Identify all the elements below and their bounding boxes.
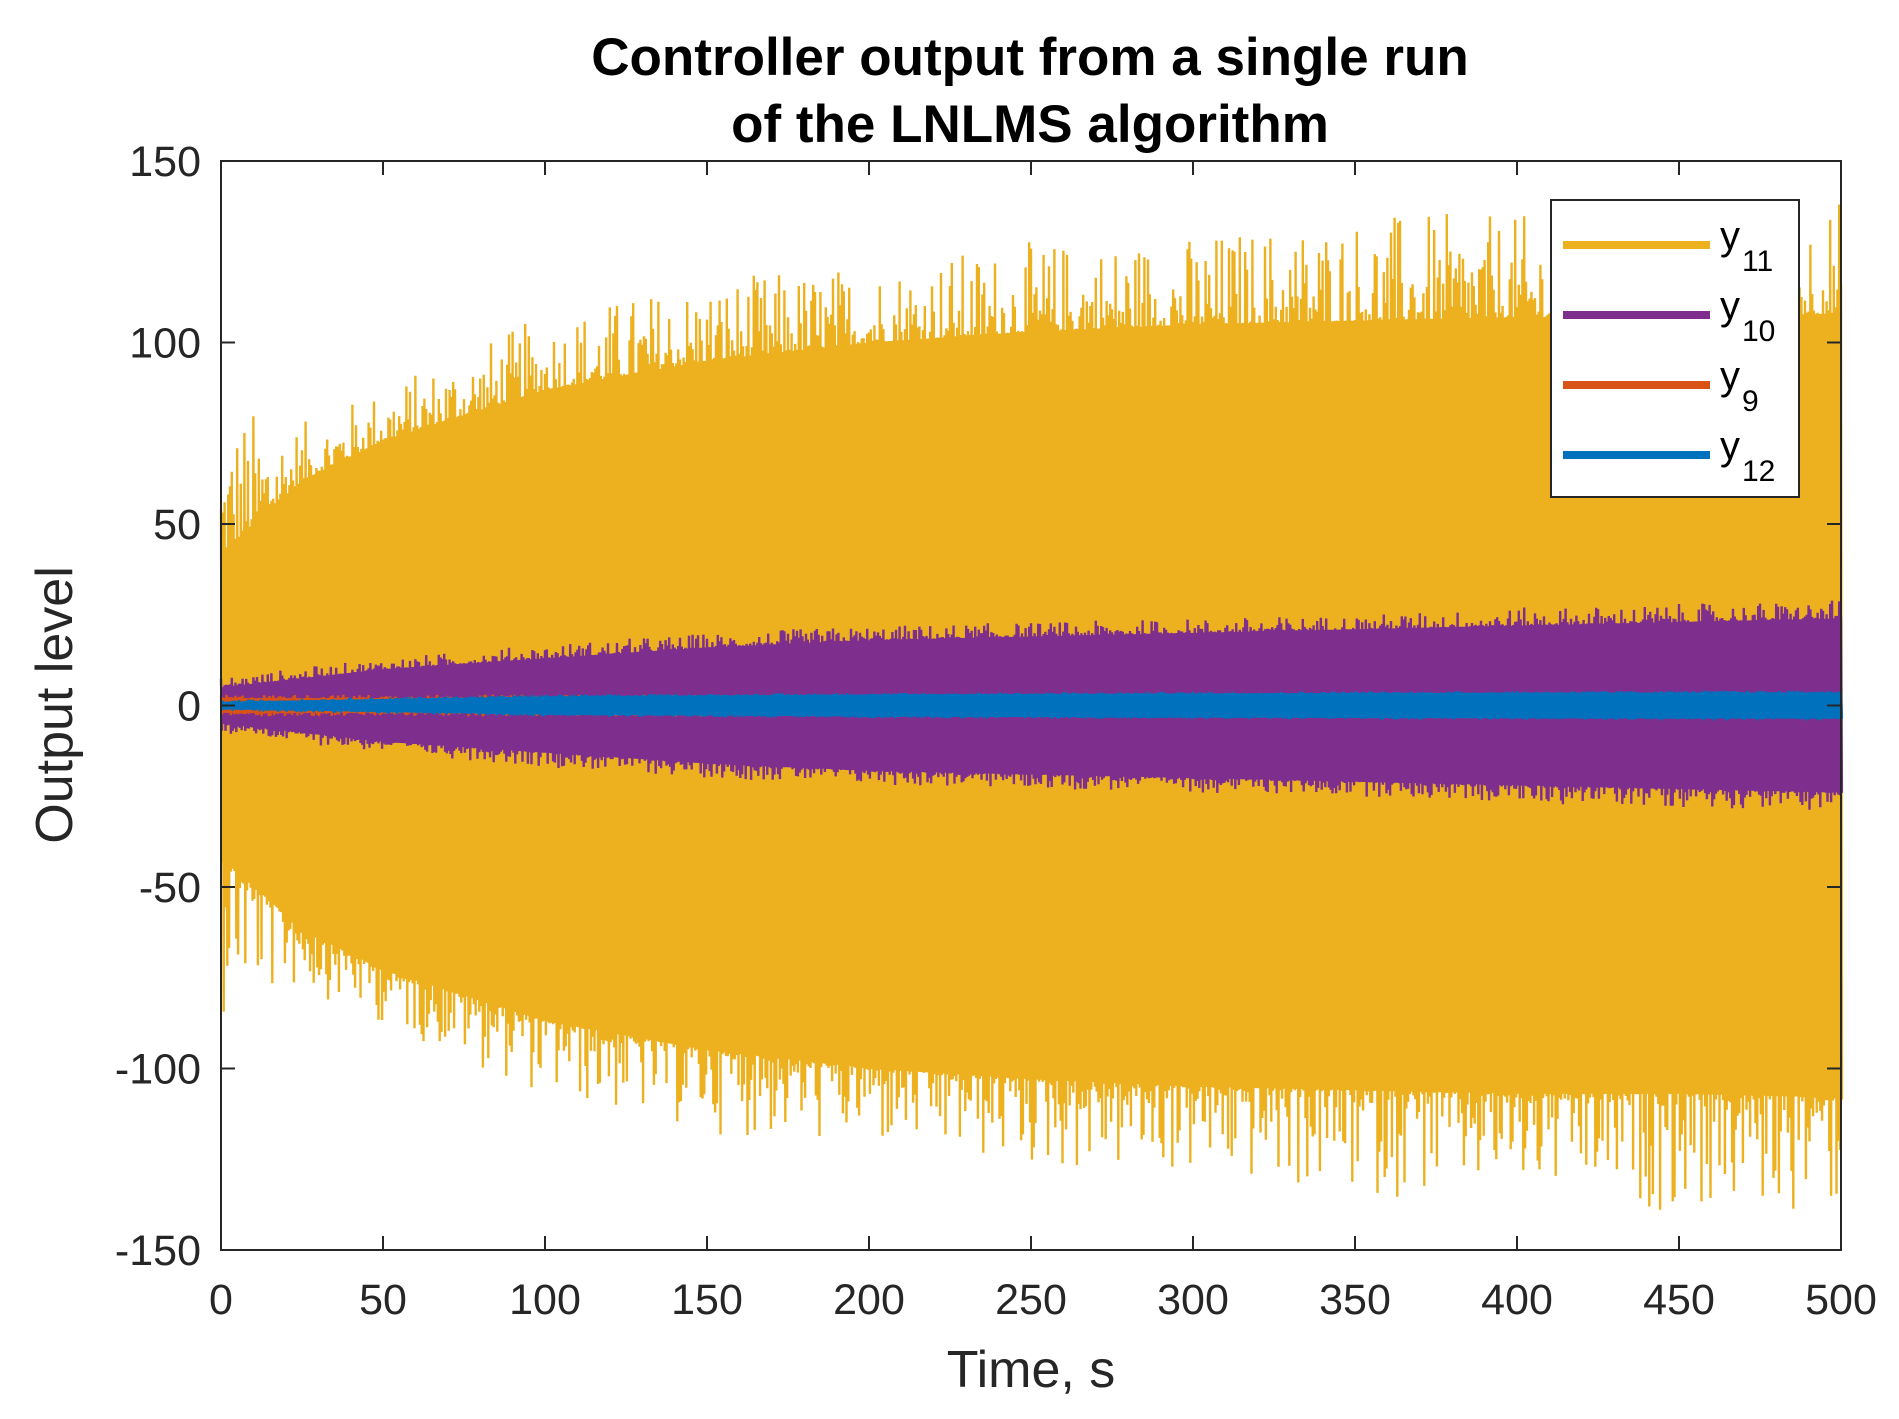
chart-title-line-1: Controller output from a single run bbox=[591, 28, 1468, 87]
x-tick-label: 350 bbox=[1319, 1276, 1391, 1324]
y-tick-label: -50 bbox=[139, 864, 201, 912]
plot-area bbox=[219, 160, 1844, 1251]
x-tick-label: 200 bbox=[833, 1276, 905, 1324]
x-tick-label: 50 bbox=[359, 1276, 407, 1324]
chart-title-line-2: of the LNLMS algorithm bbox=[731, 95, 1329, 154]
x-tick-label: 500 bbox=[1805, 1276, 1877, 1324]
y-tick-label: -100 bbox=[115, 1046, 201, 1094]
x-tick-label: 0 bbox=[209, 1276, 233, 1324]
x-tick-label: 450 bbox=[1643, 1276, 1715, 1324]
y-tick-label: 100 bbox=[129, 320, 201, 368]
y-tick-label: -150 bbox=[115, 1227, 201, 1275]
y-axis: 150 100 50 0 -50 -100 -150 bbox=[115, 138, 1841, 1275]
legend-box bbox=[1550, 199, 1800, 498]
x-tick-label: 250 bbox=[995, 1276, 1067, 1324]
y-tick-label: 50 bbox=[153, 501, 201, 549]
x-tick-label: 100 bbox=[509, 1276, 581, 1324]
x-axis: 0 50 100 150 200 250 300 350 400 450 500 bbox=[209, 161, 1877, 1324]
series-line-y12 bbox=[219, 690, 1844, 721]
y-tick-label: 0 bbox=[177, 683, 201, 731]
x-axis-label: Time, s bbox=[947, 1341, 1116, 1399]
x-tick-label: 400 bbox=[1481, 1276, 1553, 1324]
x-tick-label: 300 bbox=[1157, 1276, 1229, 1324]
y-axis-label: Output level bbox=[26, 566, 84, 844]
series-layer bbox=[219, 204, 1844, 1210]
x-tick-label: 150 bbox=[671, 1276, 743, 1324]
y-tick-label: 150 bbox=[129, 138, 201, 186]
